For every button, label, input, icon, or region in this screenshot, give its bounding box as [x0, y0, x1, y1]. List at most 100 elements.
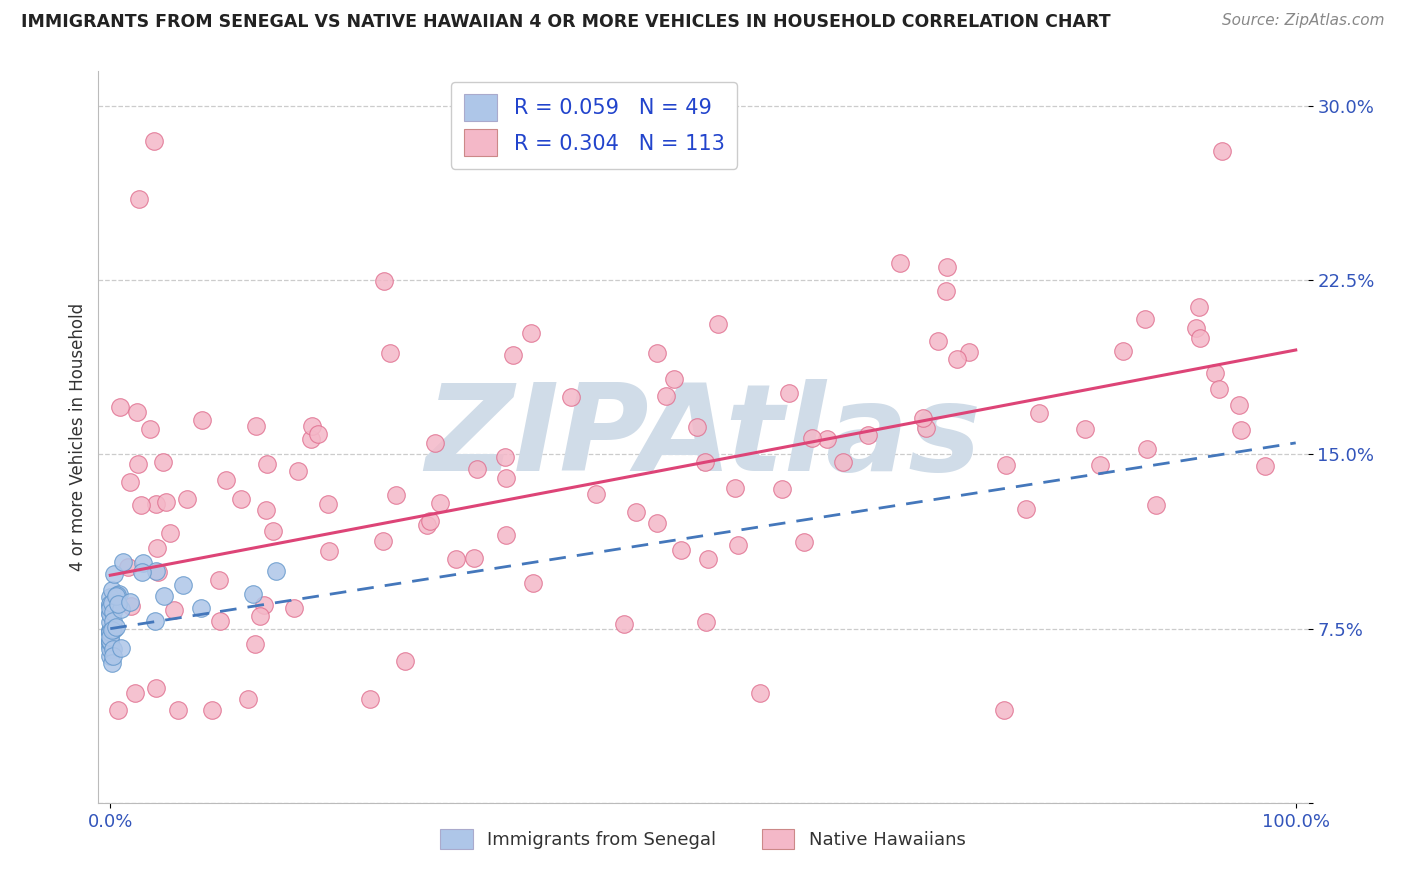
Point	[662, 372, 685, 386]
Point	[585, 487, 607, 501]
Point	[152, 455, 174, 469]
Point	[749, 686, 772, 700]
Point	[243, 637, 266, 651]
Point	[143, 614, 166, 628]
Point	[201, 703, 224, 717]
Point	[208, 574, 231, 588]
Point	[146, 565, 169, 579]
Point	[98, 635, 121, 649]
Point	[318, 544, 340, 558]
Point	[915, 421, 938, 435]
Point	[287, 464, 309, 478]
Point	[98, 599, 121, 613]
Point	[425, 436, 447, 450]
Point	[283, 601, 305, 615]
Point	[371, 534, 394, 549]
Point	[316, 497, 339, 511]
Text: IMMIGRANTS FROM SENEGAL VS NATIVE HAWAIIAN 4 OR MORE VEHICLES IN HOUSEHOLD CORRE: IMMIGRANTS FROM SENEGAL VS NATIVE HAWAII…	[21, 13, 1111, 31]
Point	[1028, 406, 1050, 420]
Point	[132, 557, 155, 571]
Point	[1204, 366, 1226, 380]
Point	[153, 589, 176, 603]
Point	[1188, 331, 1211, 345]
Point	[128, 192, 150, 206]
Point	[613, 616, 636, 631]
Point	[724, 481, 747, 495]
Point	[159, 526, 181, 541]
Point	[98, 601, 121, 615]
Point	[129, 498, 152, 512]
Point	[118, 475, 141, 489]
Point	[1144, 499, 1167, 513]
Point	[385, 488, 408, 502]
Point	[957, 345, 980, 359]
Point	[105, 590, 128, 604]
Point	[98, 606, 121, 620]
Point	[560, 391, 582, 405]
Point	[101, 648, 124, 663]
Point	[626, 505, 648, 519]
Point	[98, 642, 121, 657]
Point	[166, 703, 188, 717]
Point	[103, 641, 125, 656]
Point	[380, 346, 402, 360]
Point	[111, 555, 134, 569]
Point	[520, 326, 543, 340]
Y-axis label: 4 or more Vehicles in Household: 4 or more Vehicles in Household	[69, 303, 87, 571]
Point	[800, 431, 823, 445]
Text: ZIPAtlas: ZIPAtlas	[425, 378, 981, 496]
Point	[307, 427, 329, 442]
Point	[98, 633, 121, 648]
Point	[1136, 442, 1159, 456]
Point	[98, 634, 121, 648]
Point	[101, 614, 124, 628]
Point	[98, 630, 121, 644]
Point	[1185, 321, 1208, 335]
Point	[927, 334, 949, 348]
Point	[815, 432, 838, 446]
Point	[98, 633, 121, 648]
Point	[686, 420, 709, 434]
Point	[1014, 502, 1036, 516]
Point	[98, 615, 121, 629]
Point	[103, 622, 125, 636]
Point	[120, 599, 142, 614]
Point	[463, 551, 485, 566]
Point	[110, 640, 132, 655]
Point	[103, 567, 125, 582]
Point	[191, 412, 214, 426]
Point	[256, 457, 278, 471]
Point	[359, 691, 381, 706]
Point	[209, 614, 232, 628]
Point	[1135, 311, 1157, 326]
Point	[671, 543, 693, 558]
Point	[1088, 458, 1111, 472]
Point	[143, 134, 166, 148]
Point	[647, 516, 669, 530]
Point	[98, 648, 121, 663]
Point	[108, 401, 131, 415]
Point	[100, 623, 122, 637]
Point	[494, 450, 516, 465]
Point	[936, 260, 959, 275]
Point	[1253, 458, 1275, 473]
Point	[693, 455, 716, 469]
Point	[778, 385, 800, 400]
Point	[131, 565, 153, 579]
Point	[98, 626, 121, 640]
Point	[889, 256, 911, 270]
Point	[107, 703, 129, 717]
Point	[1188, 301, 1211, 315]
Point	[394, 654, 416, 668]
Point	[856, 428, 879, 442]
Point	[98, 591, 121, 605]
Point	[647, 346, 669, 360]
Point	[707, 317, 730, 331]
Point	[373, 274, 395, 288]
Point	[236, 692, 259, 706]
Point	[98, 639, 121, 653]
Point	[416, 518, 439, 533]
Point	[117, 560, 139, 574]
Point	[98, 624, 121, 638]
Point	[793, 535, 815, 549]
